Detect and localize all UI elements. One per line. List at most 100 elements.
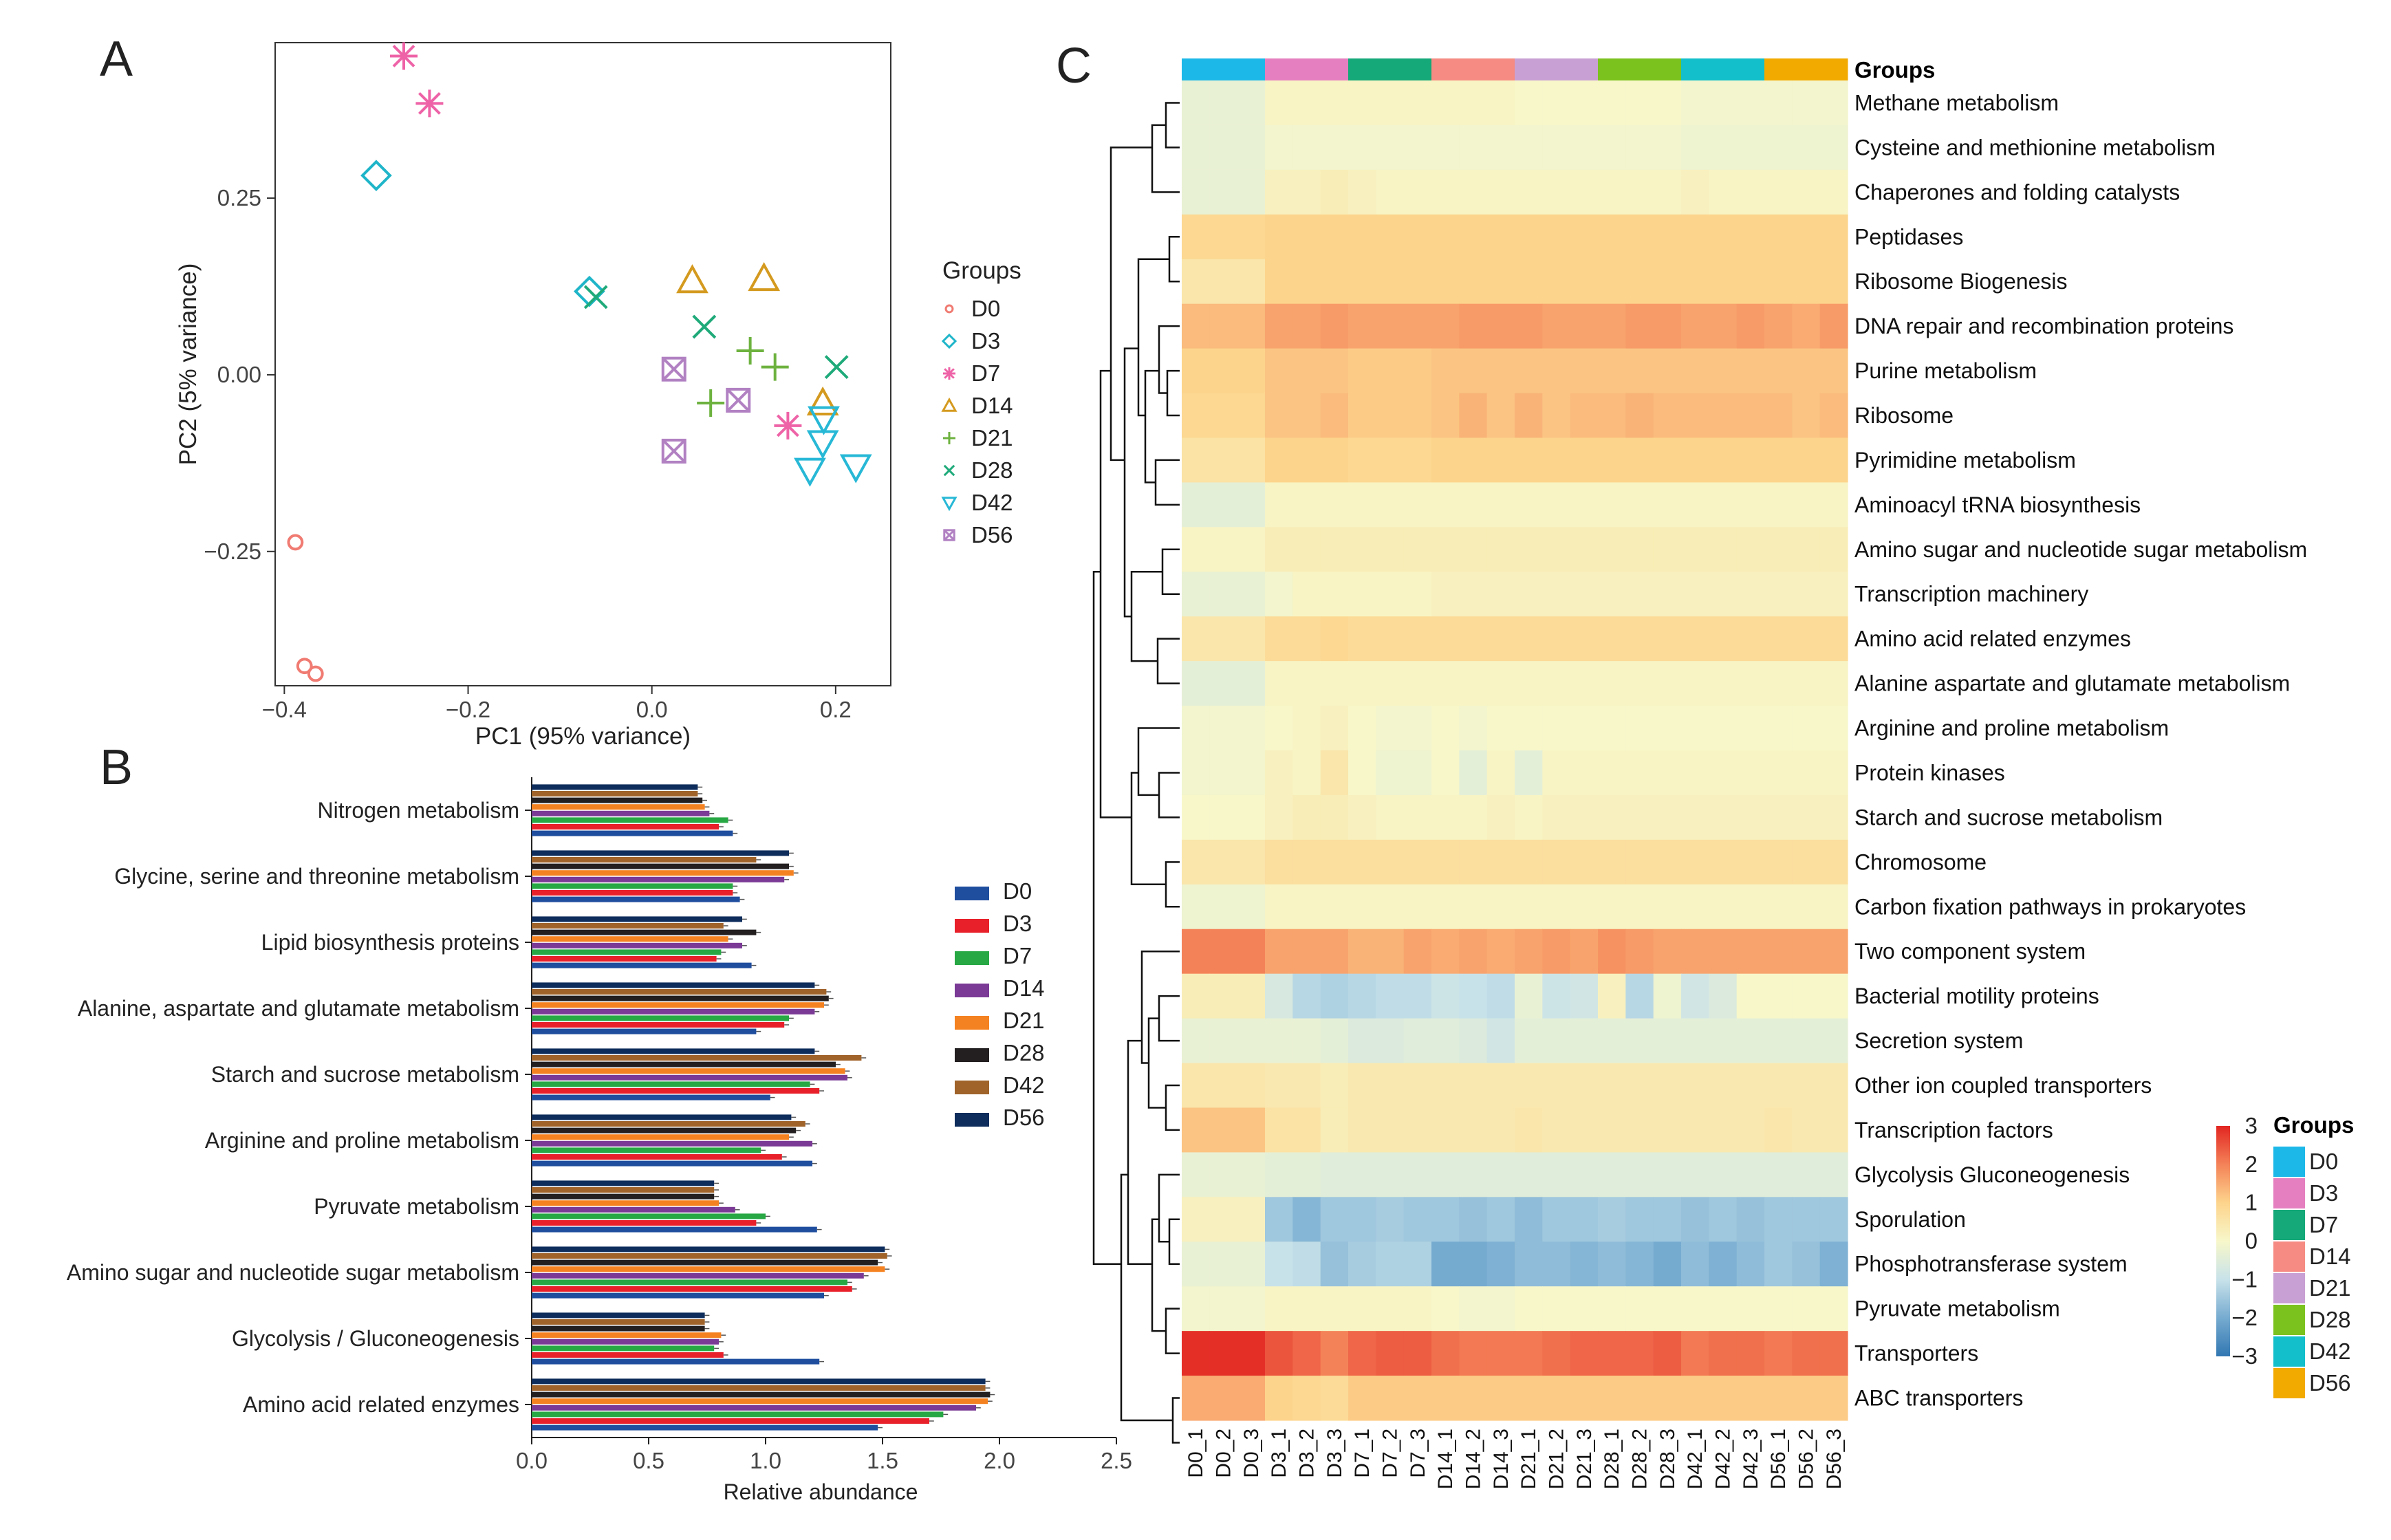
heatmap-cell bbox=[1459, 1376, 1488, 1421]
heatmap-cell bbox=[1515, 1152, 1543, 1197]
heatmap-cell bbox=[1625, 1286, 1654, 1332]
heatmap-cell bbox=[1237, 482, 1266, 528]
heatmap-cell bbox=[1819, 572, 1848, 617]
heatmap-cell bbox=[1681, 973, 1709, 1019]
bar-d21 bbox=[532, 936, 728, 942]
heatmap-cell bbox=[1292, 482, 1321, 528]
heatmap-cell bbox=[1348, 1063, 1376, 1109]
heatmap-cell bbox=[1292, 80, 1321, 126]
heatmap-cell bbox=[1625, 1197, 1654, 1242]
heatmap-cell bbox=[1292, 1152, 1321, 1197]
heatmap-cell bbox=[1819, 1241, 1848, 1287]
row-label: Secretion system bbox=[1854, 1028, 2023, 1053]
heatmap-cell bbox=[1348, 661, 1376, 706]
heatmap-cell bbox=[1237, 1152, 1266, 1197]
heatmap-cell bbox=[1292, 750, 1321, 796]
heatmap-cell bbox=[1320, 929, 1349, 975]
heatmap-cell bbox=[1792, 124, 1821, 171]
heatmap-cell bbox=[1515, 929, 1543, 975]
heatmap-cell bbox=[1459, 884, 1488, 930]
heatmap-cell bbox=[1625, 124, 1654, 171]
heatmap-cell bbox=[1320, 348, 1349, 394]
column-label: D42_3 bbox=[1740, 1429, 1762, 1489]
category-label: Alanine, aspartate and glutamate metabol… bbox=[78, 996, 519, 1021]
heatmap-cell bbox=[1182, 1286, 1210, 1332]
bar-d28 bbox=[532, 1391, 991, 1398]
heatmap-cell bbox=[1598, 884, 1626, 930]
legend-marker-d56 bbox=[943, 529, 955, 541]
heatmap-cell bbox=[1515, 169, 1543, 215]
heatmap-cell bbox=[1459, 124, 1488, 171]
heatmap-cell bbox=[1376, 259, 1405, 305]
point-d42 bbox=[806, 430, 839, 459]
heatmap-cell bbox=[1486, 973, 1515, 1019]
row-label: Ribosome bbox=[1854, 403, 1954, 428]
heatmap-cell bbox=[1598, 1063, 1626, 1109]
heatmap-cell bbox=[1570, 1063, 1599, 1109]
heatmap-cell bbox=[1209, 482, 1238, 528]
heatmap-cell bbox=[1403, 259, 1432, 305]
bar-d7 bbox=[532, 1345, 715, 1352]
bar-d3 bbox=[532, 824, 719, 829]
heatmap-cell bbox=[1653, 527, 1682, 572]
heatmap-cell bbox=[1709, 1107, 1738, 1153]
bar-d42 bbox=[532, 923, 724, 929]
heatmap-cell bbox=[1792, 527, 1821, 572]
heatmap-cell bbox=[1292, 1197, 1321, 1242]
groups-annotation-label: Groups bbox=[1854, 57, 1935, 83]
heatmap-cell bbox=[1653, 973, 1682, 1019]
heatmap-cell bbox=[1709, 1331, 1738, 1376]
bar-d7 bbox=[532, 1213, 766, 1219]
heatmap-cell bbox=[1320, 124, 1349, 171]
heatmap-cell bbox=[1792, 1331, 1821, 1376]
heatmap-cell bbox=[1736, 527, 1765, 572]
heatmap-cell bbox=[1819, 214, 1848, 260]
heatmap-cell bbox=[1320, 794, 1349, 841]
heatmap-cell bbox=[1403, 839, 1432, 885]
heatmap-cell bbox=[1792, 393, 1821, 439]
heatmap-cell bbox=[1681, 616, 1709, 662]
heatmap-cell bbox=[1681, 1376, 1709, 1421]
legend-swatch-d42 bbox=[2273, 1336, 2305, 1367]
heatmap-cell bbox=[1486, 839, 1515, 885]
heatmap-cell bbox=[1515, 1241, 1543, 1287]
heatmap-cell bbox=[1265, 259, 1293, 305]
heatmap-cell bbox=[1182, 839, 1210, 885]
x-tick-label: 2.5 bbox=[1101, 1448, 1132, 1473]
heatmap-cell bbox=[1403, 124, 1432, 171]
heatmap-cell bbox=[1209, 1241, 1238, 1287]
heatmap-cell bbox=[1209, 80, 1238, 126]
heatmap-cell bbox=[1681, 750, 1709, 796]
heatmap-cell bbox=[1182, 1241, 1210, 1287]
heatmap-cell bbox=[1515, 527, 1543, 572]
heatmap-cell bbox=[1265, 572, 1293, 617]
heatmap-cell bbox=[1209, 973, 1238, 1019]
heatmap-cell bbox=[1486, 527, 1515, 572]
heatmap-cell bbox=[1515, 1376, 1543, 1421]
heatmap-cell bbox=[1292, 393, 1321, 439]
heatmap-cell bbox=[1376, 839, 1405, 885]
heatmap-cell bbox=[1681, 169, 1709, 215]
column-label: D14_3 bbox=[1490, 1429, 1513, 1489]
x-tick-label: 0.0 bbox=[636, 697, 668, 722]
heatmap-cell bbox=[1431, 303, 1460, 349]
heatmap-cell bbox=[1265, 1331, 1293, 1376]
legend-marker-d42 bbox=[941, 497, 958, 512]
row-label: DNA repair and recombination proteins bbox=[1854, 314, 2233, 338]
heatmap-cell bbox=[1653, 437, 1682, 483]
heatmap-cell bbox=[1182, 706, 1210, 751]
heatmap-cell bbox=[1681, 1286, 1709, 1332]
heatmap-cell bbox=[1459, 214, 1488, 260]
group-annotation-d56 bbox=[1764, 58, 1848, 80]
heatmap-cell bbox=[1265, 214, 1293, 260]
heatmap-cell bbox=[1819, 259, 1848, 305]
heatmap-cell bbox=[1292, 527, 1321, 572]
heatmap-cell bbox=[1265, 884, 1293, 930]
heatmap-cell bbox=[1515, 1286, 1543, 1332]
heatmap-cell bbox=[1486, 303, 1515, 349]
heatmap-cell bbox=[1431, 1152, 1460, 1197]
y-tick-label: 0.00 bbox=[217, 362, 261, 387]
heatmap-cell bbox=[1320, 1107, 1349, 1153]
heatmap-cell bbox=[1320, 527, 1349, 572]
legend-label-d28: D28 bbox=[1003, 1040, 1045, 1065]
